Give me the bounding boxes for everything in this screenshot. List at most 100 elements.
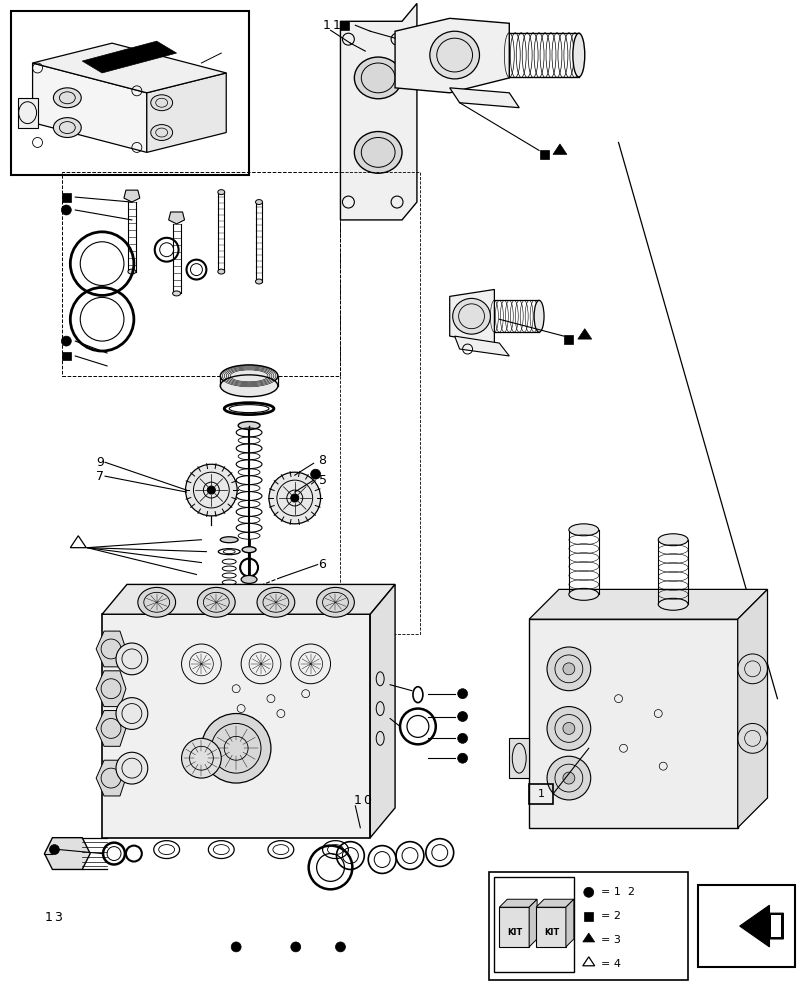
Ellipse shape <box>217 190 225 195</box>
Ellipse shape <box>534 300 543 332</box>
Text: 1: 1 <box>332 19 340 32</box>
Text: = 4: = 4 <box>600 959 620 969</box>
Ellipse shape <box>255 200 262 205</box>
Bar <box>62 193 71 202</box>
Ellipse shape <box>429 31 479 79</box>
Bar <box>494 877 573 972</box>
Circle shape <box>49 845 59 855</box>
Bar <box>539 150 548 159</box>
Text: 1: 1 <box>45 911 52 924</box>
Polygon shape <box>449 88 518 108</box>
Circle shape <box>201 714 271 783</box>
Polygon shape <box>370 584 395 838</box>
Polygon shape <box>739 905 783 947</box>
Ellipse shape <box>220 537 238 543</box>
Bar <box>499 907 529 947</box>
Ellipse shape <box>242 547 255 553</box>
Circle shape <box>562 663 574 675</box>
Text: KIT: KIT <box>507 928 522 937</box>
Bar <box>535 907 565 947</box>
Polygon shape <box>770 915 780 937</box>
Circle shape <box>311 469 320 479</box>
Text: 5: 5 <box>318 474 326 487</box>
Ellipse shape <box>197 587 235 617</box>
Polygon shape <box>147 73 226 152</box>
Circle shape <box>62 205 71 215</box>
Polygon shape <box>96 711 126 746</box>
Circle shape <box>583 887 593 897</box>
Polygon shape <box>102 614 370 838</box>
Bar <box>18 98 37 128</box>
Circle shape <box>62 336 71 346</box>
Polygon shape <box>102 584 395 614</box>
Circle shape <box>290 942 300 952</box>
Polygon shape <box>96 760 126 796</box>
Circle shape <box>562 772 574 784</box>
Circle shape <box>547 756 590 800</box>
Polygon shape <box>340 3 416 220</box>
Text: 1: 1 <box>353 794 361 807</box>
Polygon shape <box>169 212 184 224</box>
Text: 1: 1 <box>537 789 544 799</box>
Text: = 2: = 2 <box>600 911 620 921</box>
Circle shape <box>231 942 241 952</box>
Bar <box>489 872 687 980</box>
Polygon shape <box>45 838 90 869</box>
Circle shape <box>547 707 590 750</box>
Polygon shape <box>82 41 176 73</box>
Text: 3: 3 <box>54 911 62 924</box>
Ellipse shape <box>354 57 401 99</box>
Bar <box>11 11 249 175</box>
Polygon shape <box>535 899 573 907</box>
Circle shape <box>116 752 148 784</box>
Polygon shape <box>552 144 566 154</box>
Circle shape <box>116 643 148 675</box>
Circle shape <box>335 942 345 952</box>
Polygon shape <box>737 589 766 828</box>
Circle shape <box>207 486 215 494</box>
Ellipse shape <box>128 269 135 274</box>
Polygon shape <box>499 899 536 907</box>
Text: 7: 7 <box>96 470 104 483</box>
Polygon shape <box>32 63 147 152</box>
Text: 9: 9 <box>96 456 104 469</box>
Polygon shape <box>582 933 594 942</box>
Text: KIT: KIT <box>543 928 559 937</box>
Polygon shape <box>565 899 573 947</box>
Circle shape <box>457 689 467 699</box>
Circle shape <box>268 472 320 524</box>
Polygon shape <box>124 190 139 202</box>
Polygon shape <box>395 18 508 93</box>
Ellipse shape <box>220 365 277 387</box>
Ellipse shape <box>173 291 180 296</box>
Ellipse shape <box>354 132 401 173</box>
Ellipse shape <box>138 587 175 617</box>
Text: 6: 6 <box>318 558 326 571</box>
Ellipse shape <box>255 279 262 284</box>
Polygon shape <box>449 289 494 343</box>
Circle shape <box>290 494 298 502</box>
Circle shape <box>547 647 590 691</box>
Ellipse shape <box>220 375 277 397</box>
Ellipse shape <box>241 575 257 583</box>
Polygon shape <box>529 589 766 619</box>
Text: = 1  2: = 1 2 <box>600 887 634 897</box>
Text: 0: 0 <box>363 794 371 807</box>
Text: = 3: = 3 <box>600 935 620 945</box>
Polygon shape <box>96 631 126 667</box>
Bar <box>340 172 419 634</box>
Bar <box>697 885 794 967</box>
Polygon shape <box>454 336 508 356</box>
Circle shape <box>457 733 467 743</box>
Ellipse shape <box>257 587 294 617</box>
Ellipse shape <box>217 269 225 274</box>
Ellipse shape <box>452 298 490 334</box>
Polygon shape <box>96 671 126 707</box>
Circle shape <box>182 738 221 778</box>
Ellipse shape <box>572 33 584 77</box>
Ellipse shape <box>316 587 354 617</box>
Bar <box>340 21 349 30</box>
Ellipse shape <box>54 88 81 108</box>
Circle shape <box>457 712 467 721</box>
Ellipse shape <box>238 422 260 429</box>
